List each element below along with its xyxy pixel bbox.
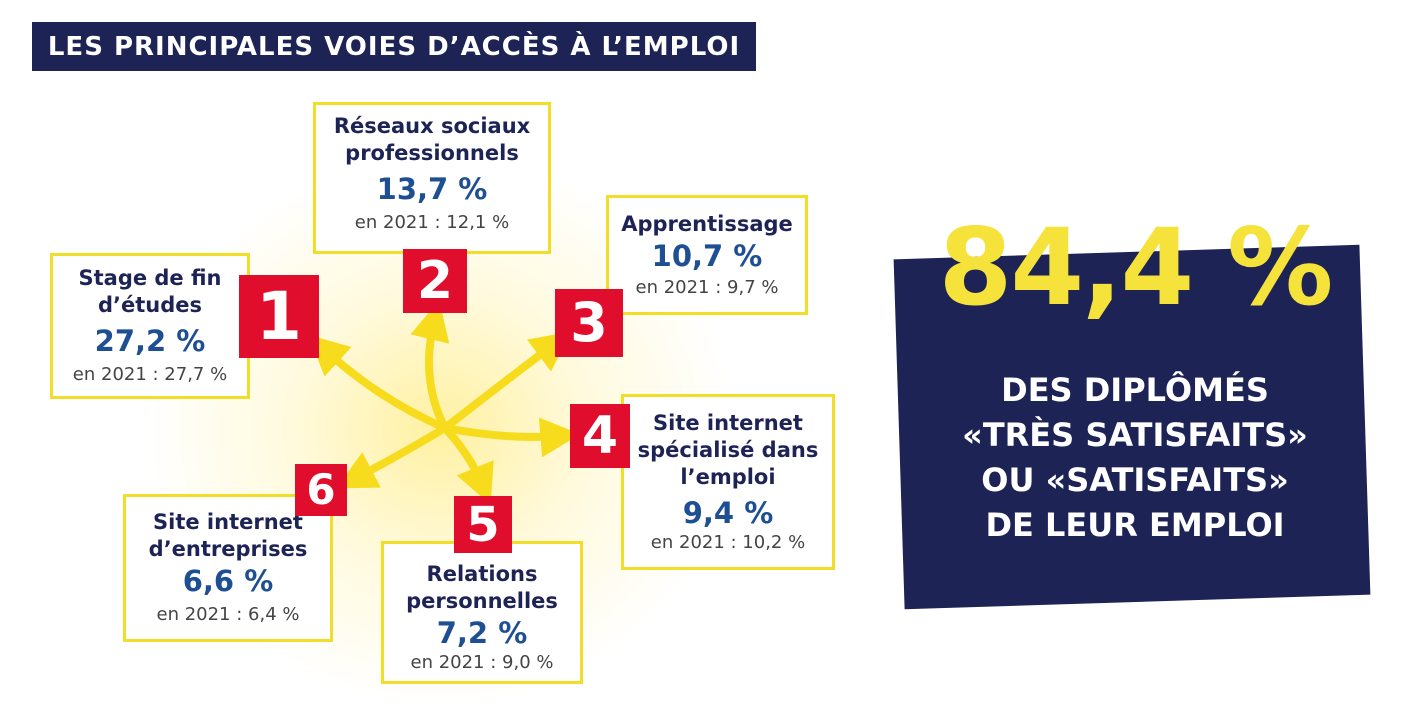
card-label: Réseaux sociaux professionnels bbox=[333, 114, 531, 165]
card-previous: en 2021 : 6,4 % bbox=[156, 604, 300, 625]
rank-badge-4: 4 bbox=[570, 404, 630, 468]
rank-badge-6: 6 bbox=[295, 464, 347, 516]
card-relations-personnelles: Relations personnelles 7,2 % en 2021 : 9… bbox=[381, 541, 583, 684]
card-previous: en 2021 : 27,7 % bbox=[72, 364, 228, 385]
arrow-2 bbox=[410, 300, 450, 432]
card-reseaux-sociaux: Réseaux sociaux professionnels 13,7 % en… bbox=[313, 102, 551, 254]
arrow-1 bbox=[308, 334, 449, 432]
satisfaction-caption: DES DIPLÔMÉS «TRÈS SATISFAITS» OU «SATIS… bbox=[962, 371, 1308, 544]
card-value: 9,4 % bbox=[682, 495, 774, 530]
card-value: 10,7 % bbox=[651, 238, 763, 273]
arrow-3 bbox=[441, 331, 571, 432]
card-label: Site internet d’entreprises bbox=[148, 510, 308, 561]
card-previous: en 2021 : 10,2 % bbox=[650, 531, 806, 553]
card-value: 27,2 % bbox=[94, 324, 206, 358]
card-apprentissage: Apprentissage 10,7 % en 2021 : 9,7 % bbox=[606, 195, 808, 315]
rank-badge-2: 2 bbox=[403, 249, 467, 313]
card-stage-fin-etudes: Stage de fin d’études 27,2 % en 2021 : 2… bbox=[50, 253, 250, 399]
card-value: 13,7 % bbox=[376, 172, 488, 206]
rank-badge-3: 3 bbox=[555, 289, 623, 357]
satisfaction-value: 84,4 % bbox=[938, 206, 1334, 329]
card-label: Stage de fin d’études bbox=[78, 266, 222, 317]
card-site-specialise: Site internet spécialisé dans l’emploi 9… bbox=[621, 394, 835, 570]
card-previous: en 2021 : 9,7 % bbox=[635, 276, 779, 298]
rank-badge-1: 1 bbox=[239, 275, 319, 358]
page-title: LES PRINCIPALES VOIES D’ACCÈS À L’EMPLOI bbox=[32, 22, 756, 71]
card-label: Site internet spécialisé dans l’emploi bbox=[637, 410, 819, 489]
card-label: Apprentissage bbox=[621, 211, 793, 236]
card-label: Relations personnelles bbox=[406, 562, 558, 613]
card-site-entreprises: Site internet d’entreprises 6,6 % en 202… bbox=[123, 494, 333, 642]
card-previous: en 2021 : 12,1 % bbox=[354, 212, 510, 233]
card-value: 7,2 % bbox=[436, 616, 528, 650]
card-previous: en 2021 : 9,0 % bbox=[410, 652, 554, 673]
rank-badge-5: 5 bbox=[454, 496, 512, 553]
card-value: 6,6 % bbox=[182, 564, 274, 598]
arrow-4 bbox=[441, 417, 581, 458]
arrow-6 bbox=[336, 424, 449, 489]
arrow-5 bbox=[441, 424, 494, 505]
